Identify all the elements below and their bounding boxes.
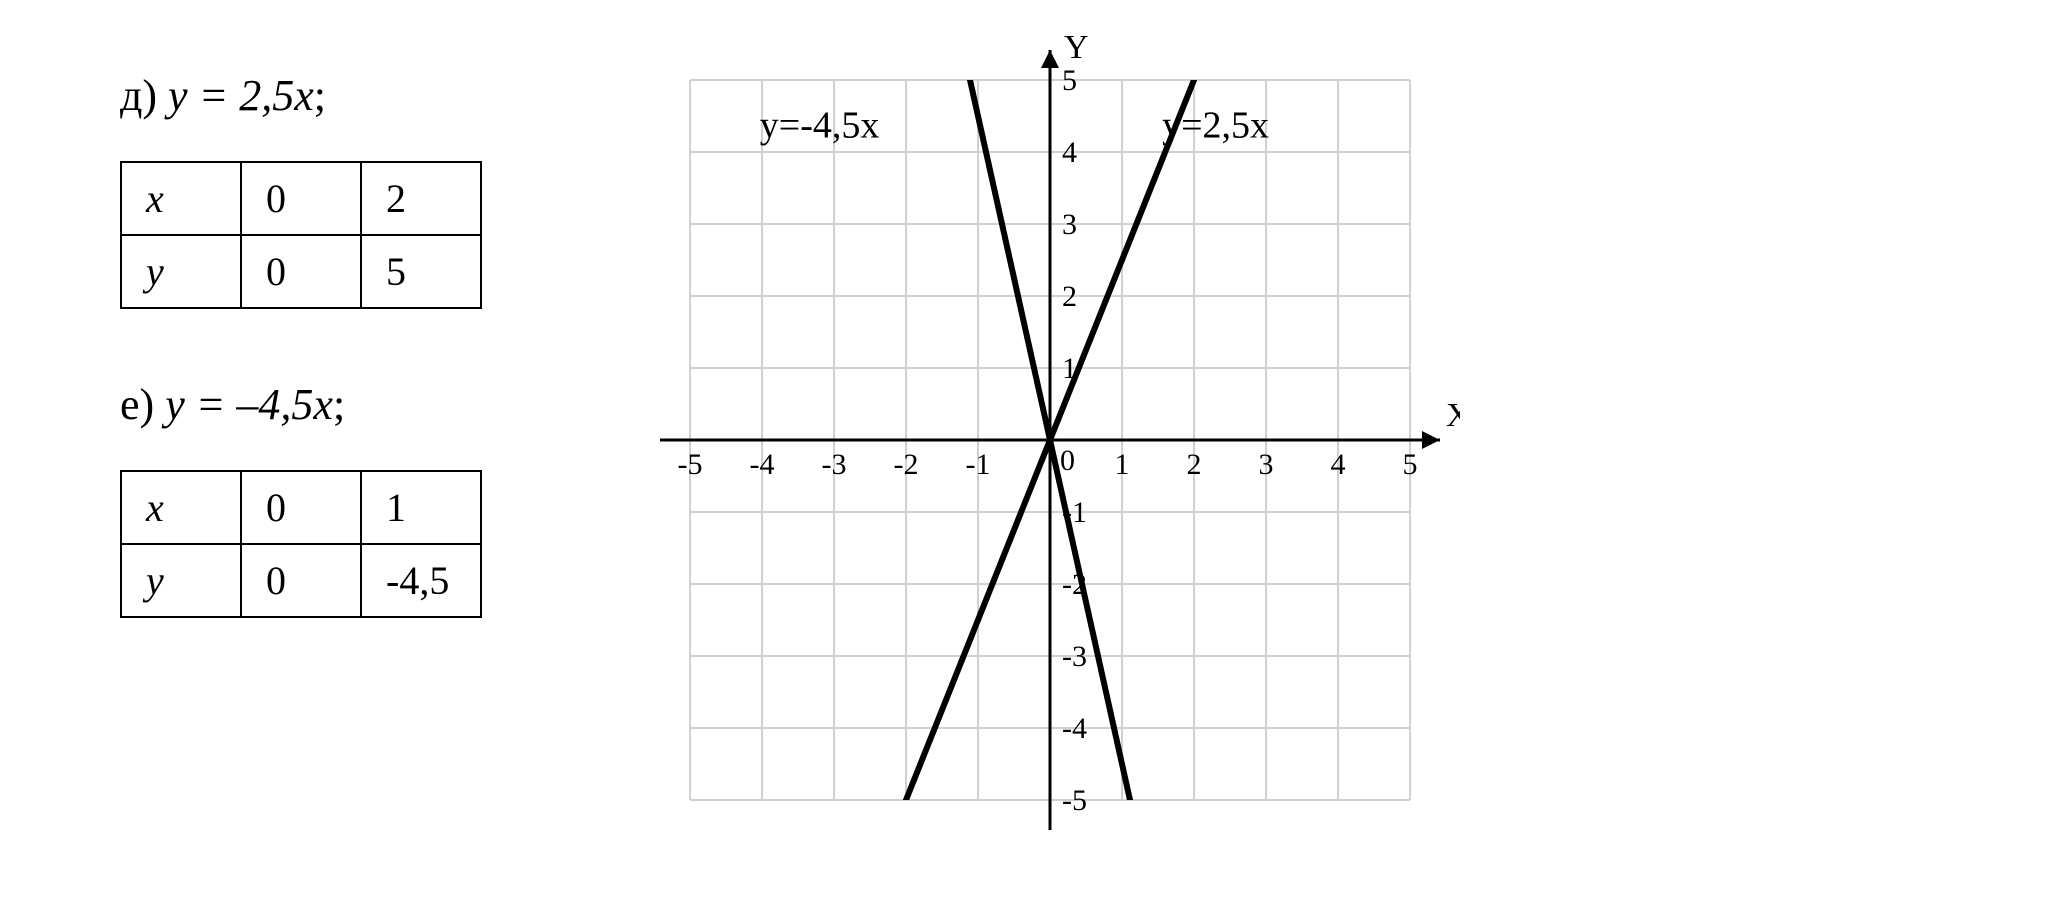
svg-text:0: 0: [1060, 444, 1075, 477]
table-row: y 0 -4,5: [121, 544, 481, 617]
svg-text:3: 3: [1259, 448, 1274, 481]
cell: y: [121, 544, 241, 617]
table-row: x 0 1: [121, 471, 481, 544]
cell: 0: [241, 544, 361, 617]
page: д) y = 2,5x; x 0 2 y 0 5 е) y = –4,5x; x…: [0, 0, 2067, 919]
cell: x: [121, 471, 241, 544]
cell: 0: [241, 162, 361, 235]
chart: -5-4-3-2-112345-5-4-3-2-1123450XYy=2,5xy…: [640, 30, 1460, 850]
svg-text:-4: -4: [750, 448, 775, 481]
svg-text:-3: -3: [1062, 640, 1087, 673]
cell: 1: [361, 471, 481, 544]
svg-text:Y: Y: [1064, 30, 1089, 66]
svg-text:-1: -1: [966, 448, 991, 481]
svg-text:5: 5: [1403, 448, 1418, 481]
cell: 0: [241, 471, 361, 544]
right-column: -5-4-3-2-112345-5-4-3-2-1123450XYy=2,5xy…: [640, 0, 2067, 919]
svg-text:-3: -3: [822, 448, 847, 481]
cell: 5: [361, 235, 481, 308]
suffix-d: ;: [314, 71, 326, 120]
table-row: x 0 2: [121, 162, 481, 235]
svg-text:X: X: [1446, 397, 1460, 434]
cell: y: [121, 235, 241, 308]
table-d: x 0 2 y 0 5: [120, 161, 482, 309]
svg-text:1: 1: [1115, 448, 1130, 481]
svg-text:-5: -5: [678, 448, 703, 481]
svg-text:2: 2: [1187, 448, 1202, 481]
formula-e: y = –4,5x: [165, 380, 333, 429]
bullet-d: д): [120, 71, 157, 120]
svg-text:-2: -2: [894, 448, 919, 481]
bullet-e: е): [120, 380, 154, 429]
svg-text:-4: -4: [1062, 712, 1087, 745]
svg-text:3: 3: [1062, 208, 1077, 241]
svg-text:4: 4: [1331, 448, 1346, 481]
table-e: x 0 1 y 0 -4,5: [120, 470, 482, 618]
equation-d: д) y = 2,5x;: [120, 70, 640, 121]
cell: 0: [241, 235, 361, 308]
svg-text:5: 5: [1062, 64, 1077, 97]
left-column: д) y = 2,5x; x 0 2 y 0 5 е) y = –4,5x; x…: [0, 0, 640, 919]
svg-text:y=-4,5x: y=-4,5x: [760, 105, 880, 147]
suffix-e: ;: [333, 380, 345, 429]
svg-text:-5: -5: [1062, 784, 1087, 817]
cell: x: [121, 162, 241, 235]
svg-text:4: 4: [1062, 136, 1077, 169]
table-row: y 0 5: [121, 235, 481, 308]
formula-d: y = 2,5x: [168, 71, 314, 120]
cell: -4,5: [361, 544, 481, 617]
svg-text:y=2,5x: y=2,5x: [1162, 105, 1269, 147]
cell: 2: [361, 162, 481, 235]
svg-text:2: 2: [1062, 280, 1077, 313]
chart-svg: -5-4-3-2-112345-5-4-3-2-1123450XYy=2,5xy…: [640, 30, 1460, 850]
equation-e: е) y = –4,5x;: [120, 379, 640, 430]
